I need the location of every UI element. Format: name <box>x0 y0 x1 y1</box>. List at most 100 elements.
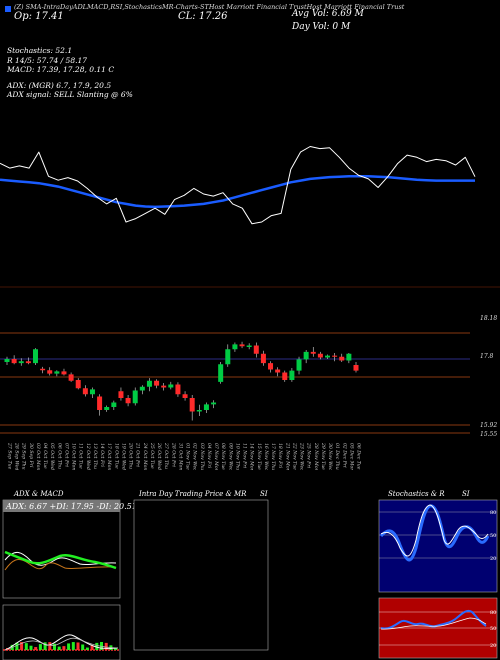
rsi-line <box>380 610 487 630</box>
candle-body <box>182 394 188 398</box>
macd-histogram-bar <box>95 642 99 650</box>
candle-body <box>54 371 60 374</box>
macd-histogram-bar <box>15 642 19 650</box>
date-tick-label: 27 Oct Thu <box>163 442 169 469</box>
macd-panel <box>2 604 121 660</box>
candle-body <box>161 385 167 388</box>
day-vol-label: Day Vol: 0 M <box>292 22 351 32</box>
candle-body <box>25 361 31 364</box>
macd-histogram-bar <box>100 642 103 650</box>
sma-line <box>0 175 475 209</box>
date-tick-label: 28 Oct Fri <box>170 442 176 467</box>
macd-histogram-bar <box>20 642 24 650</box>
candle-body <box>296 359 302 371</box>
macd-histogram-bar <box>90 645 94 650</box>
indicator-block: Stochastics: 52.1 R 14/5: 57.74 / 58.17 … <box>7 46 133 100</box>
date-tick-label: 21 Oct Fri <box>135 442 141 467</box>
stochastic-k-line <box>379 504 490 562</box>
rsi-tick: 80 <box>490 610 496 616</box>
adx-line <box>4 552 117 566</box>
panel-title-left: ADX & MACD <box>14 490 64 498</box>
open-label: Op: 17.41 <box>14 11 64 22</box>
macd-histogram-bar <box>29 645 33 650</box>
date-tick-label: 27 Sep Tue <box>7 442 13 470</box>
date-tick-label: 12 Oct Wed <box>85 443 91 470</box>
macd-histogram-bar <box>24 643 28 650</box>
macd-histogram-bar <box>53 643 56 650</box>
candle-body <box>97 396 103 410</box>
candle-body <box>154 380 160 386</box>
candle-body <box>4 359 10 362</box>
date-tick-label: 20 Oct Thu <box>128 442 134 469</box>
candle-body <box>211 402 217 405</box>
candle-body <box>132 390 138 404</box>
stochastics-panel <box>378 499 498 593</box>
candle-body <box>189 398 195 412</box>
macd-line <box>4 634 119 651</box>
adx-panel <box>2 499 121 599</box>
candle-body <box>139 386 145 391</box>
candle-body <box>253 345 259 354</box>
date-tick-label: 08 Nov Tue <box>220 443 226 470</box>
panel-title-right: Stochastics & R <box>388 490 445 498</box>
candle-body <box>146 380 152 387</box>
candle-body <box>239 344 245 347</box>
date-tick-label: 13 Oct Thu <box>92 443 98 469</box>
rsi-panel <box>378 597 498 659</box>
candle-body <box>75 380 81 389</box>
panel-title-middle-2: SI <box>260 490 268 498</box>
stoch-rsi-values: R 14/5: 57.74 / 58.17 <box>7 55 88 65</box>
date-tick-label: 04 Nov Fri <box>206 443 212 469</box>
avg-vol-label: Avg Vol: 6.69 M <box>292 9 364 19</box>
stochastics-value: Stochastics: 52.1 <box>7 46 73 55</box>
macd-signal-line <box>4 637 119 651</box>
stoch-tick: 50 <box>490 533 496 539</box>
candle-body <box>47 370 53 374</box>
date-tick-label: 19 Oct Wed <box>120 443 126 470</box>
candle-body <box>246 345 252 347</box>
candle-body <box>168 384 174 388</box>
date-tick-label: 18 Oct Tue <box>113 443 119 469</box>
date-tick-label: 30 Nov Wed <box>327 443 333 470</box>
stochastic-d-line <box>380 504 489 557</box>
date-tick-label: 18 Nov Fri <box>277 443 283 469</box>
macd-histogram-bar <box>34 647 38 650</box>
candle-body <box>118 391 124 398</box>
adx-values-text: ADX: 6.67 +DI: 17.95 -DI: 20.51 <box>5 502 137 511</box>
macd-histogram-bar <box>57 646 61 650</box>
candle-body <box>332 355 338 357</box>
adx-values: ADX: (MGR) 6.7, 17.9, 20.5 <box>7 80 112 90</box>
date-tick-label: 28 Sep Wed <box>14 442 20 470</box>
macd-histogram-bar <box>85 647 89 650</box>
rsi-signal-line <box>380 617 487 630</box>
date-tick-label: 01 Nov Tue <box>185 443 191 470</box>
date-tick-label: 09 Nov Wed <box>227 443 233 470</box>
macd-histogram-bar <box>62 646 66 650</box>
price-line <box>0 146 476 225</box>
macd-histogram-bar <box>67 643 71 650</box>
candle-body <box>18 361 24 364</box>
date-tick-label: 04 Oct Tue <box>42 443 48 469</box>
candle-body <box>82 388 88 395</box>
legend-swatch <box>5 6 11 12</box>
adx-panel-header <box>3 500 120 512</box>
stoch-tick: 80 <box>490 510 496 516</box>
candle-body <box>353 365 359 371</box>
date-tick-label: 06 Oct Thu <box>56 443 62 469</box>
rsi-tick: 20 <box>490 643 496 649</box>
macd-histogram-bar <box>10 644 14 650</box>
candle-body <box>125 398 131 404</box>
candle-body <box>218 364 224 382</box>
date-tick-label: 03 Nov Thu <box>199 443 205 470</box>
macd-histogram-bar <box>81 644 85 650</box>
plus-di-line <box>4 550 117 570</box>
date-tick-label: 22 Nov Tue <box>291 442 297 470</box>
date-tick-label: 25 Oct Tue <box>149 442 155 469</box>
macd-histogram-bar <box>6 648 9 650</box>
rsi-tick: 50 <box>490 626 496 632</box>
intraday-panel <box>133 499 269 651</box>
candle-body <box>303 351 309 360</box>
date-tick-label: 26 Oct Wed <box>156 442 162 470</box>
price-tick: 17.8 <box>480 353 494 360</box>
candle-body <box>325 355 331 358</box>
